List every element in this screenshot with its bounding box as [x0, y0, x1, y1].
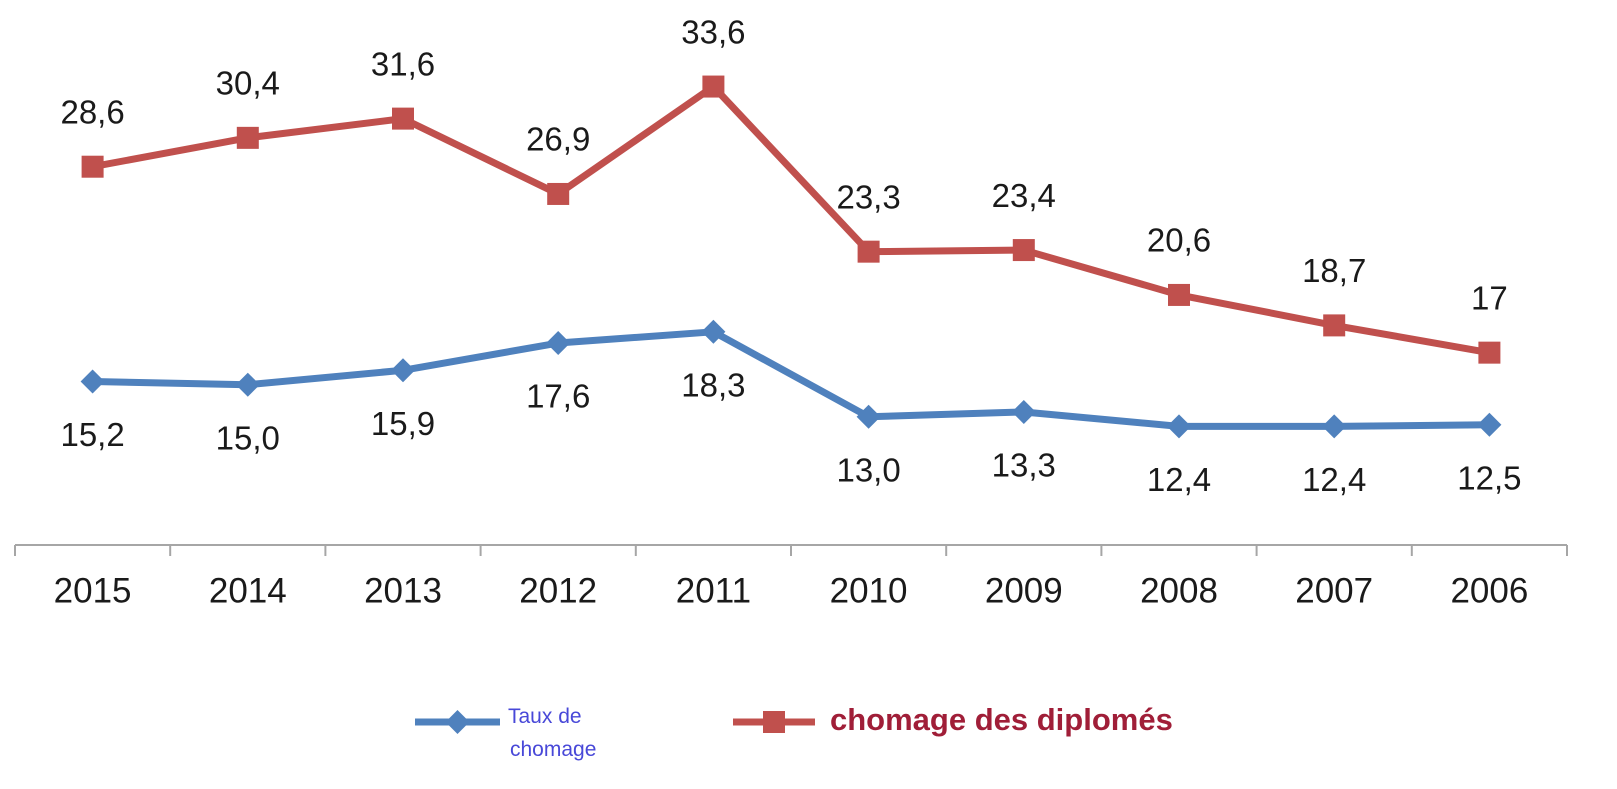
marker: [1477, 412, 1502, 437]
marker: [1012, 239, 1035, 262]
x-tick-label: 2007: [1295, 571, 1373, 610]
data-label: 15,0: [216, 419, 280, 456]
marker: [1011, 399, 1036, 424]
marker: [856, 404, 881, 429]
line: [91, 83, 1491, 357]
line: [92, 328, 1490, 430]
data-label: 12,5: [1457, 459, 1521, 496]
data-label: 15,2: [60, 416, 124, 453]
legend-label: chomage: [510, 738, 596, 761]
x-tick-label: 2012: [519, 571, 597, 610]
x-tick-label: 2011: [676, 571, 751, 610]
data-label: 17: [1471, 279, 1508, 316]
data-label: 33,6: [681, 13, 745, 50]
marker: [701, 319, 726, 344]
data-label: 30,4: [216, 65, 280, 102]
data-label: 20,6: [1147, 222, 1211, 259]
legend-label: Taux de: [508, 705, 582, 728]
legend-marker: [763, 711, 785, 733]
x-tick-label: 2014: [209, 571, 287, 610]
x-tick-label: 2013: [364, 571, 442, 610]
x-tick-label: 2015: [54, 571, 132, 610]
marker: [392, 107, 414, 130]
x-tick-label: 2010: [830, 571, 908, 610]
legend-label: chomage des diplomés: [830, 702, 1173, 737]
data-label: 31,6: [371, 45, 435, 82]
data-label: 18,3: [681, 367, 745, 404]
data-label: 17,6: [526, 378, 590, 415]
marker: [236, 126, 259, 149]
data-label: 15,9: [371, 405, 435, 442]
data-label: 12,4: [1302, 461, 1366, 498]
marker: [1323, 314, 1346, 337]
marker: [80, 369, 105, 394]
legend: Taux de chomage chomage des diplomés: [415, 702, 1173, 761]
marker: [1322, 414, 1347, 439]
data-label: 18,7: [1302, 252, 1366, 289]
x-tick-label: 2008: [1140, 571, 1218, 610]
marker: [702, 75, 725, 98]
data-label: 23,3: [836, 178, 900, 215]
marker: [857, 240, 880, 263]
data-label: 12,4: [1147, 461, 1211, 498]
x-tick-label: 2006: [1450, 571, 1528, 610]
marker: [1168, 283, 1190, 306]
marker: [81, 155, 104, 178]
data-label: 26,9: [526, 121, 590, 158]
marker: [1167, 414, 1191, 439]
x-tick-label: 2009: [985, 571, 1063, 610]
marker: [546, 331, 571, 356]
marker: [547, 182, 570, 205]
marker: [1478, 341, 1501, 364]
marker: [235, 372, 260, 397]
data-label: 13,0: [836, 451, 900, 488]
data-label: 23,4: [992, 177, 1056, 214]
data-label: 28,6: [60, 93, 124, 130]
data-label: 13,3: [992, 447, 1056, 484]
legend-marker: [445, 710, 470, 734]
marker: [391, 358, 415, 383]
